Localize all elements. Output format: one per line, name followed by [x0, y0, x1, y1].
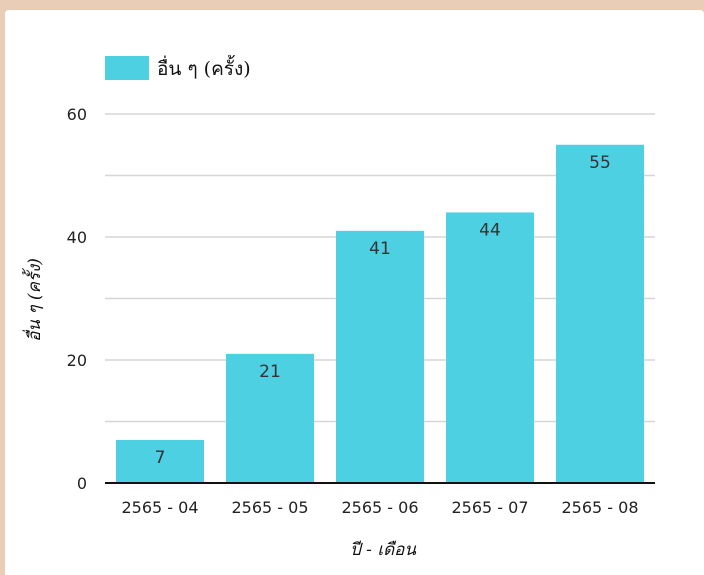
data-label: 55	[589, 153, 611, 173]
y-tick-label: 40	[67, 228, 87, 247]
bar[interactable]	[226, 353, 314, 483]
bar[interactable]	[116, 439, 204, 483]
data-label: 7	[155, 448, 166, 468]
legend-label: อื่น ๆ (ครั้ง)	[157, 55, 251, 80]
bar[interactable]	[556, 144, 644, 483]
data-labels: 7 21 41 44 55	[155, 153, 611, 468]
data-label: 21	[259, 362, 281, 382]
bar[interactable]	[446, 212, 534, 483]
bar[interactable]	[336, 230, 424, 483]
x-axis-title: ปี - เดือน	[350, 540, 416, 560]
data-label: 44	[479, 220, 501, 240]
y-tick-label: 20	[67, 351, 87, 370]
x-tick-label: 2565 - 08	[561, 498, 638, 517]
x-tick-label: 2565 - 04	[121, 498, 198, 517]
x-tick-label: 2565 - 06	[341, 498, 418, 517]
x-tick-label: 2565 - 07	[451, 498, 528, 517]
y-axis-title: อื่น ๆ (ครั้ง)	[21, 258, 45, 342]
x-axis-ticks: 2565 - 04 2565 - 05 2565 - 06 2565 - 07 2565…	[121, 498, 638, 517]
legend[interactable]: อื่น ๆ (ครั้ง)	[105, 55, 251, 80]
y-axis-ticks: 0 20 40 60	[67, 105, 87, 493]
y-tick-label: 0	[77, 474, 87, 493]
x-tick-label: 2565 - 05	[231, 498, 308, 517]
bars	[116, 144, 644, 483]
legend-swatch	[105, 56, 149, 80]
y-tick-label: 60	[67, 105, 87, 124]
data-label: 41	[369, 239, 391, 259]
